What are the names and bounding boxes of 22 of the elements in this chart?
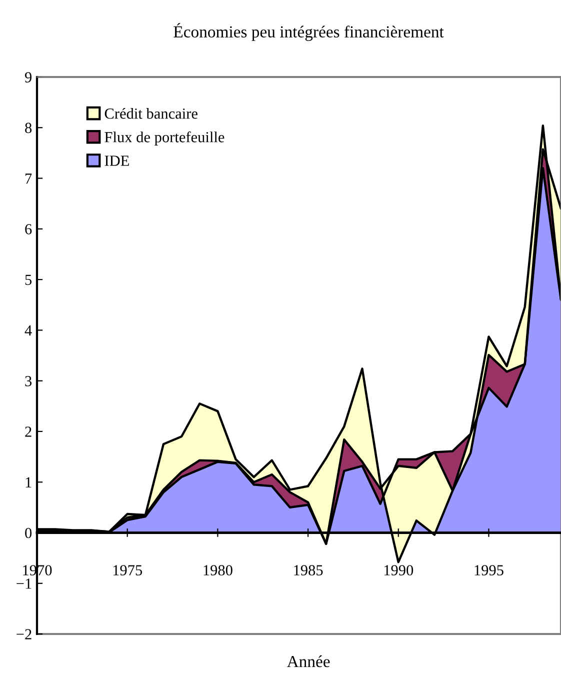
x-tick-label: 1980 — [204, 565, 232, 576]
y-tick-label: 5 — [25, 274, 32, 285]
y-tick-label: 3 — [25, 376, 32, 386]
y-tick-label: 7 — [26, 174, 32, 184]
x-tick-label: 1985 — [294, 565, 323, 576]
y-tick-label: 9 — [24, 72, 32, 82]
x-tick-label: 1975 — [113, 565, 142, 576]
y-tick-label: 6 — [25, 224, 32, 234]
chart-title: Économies peu intégrées financièrement — [174, 23, 444, 41]
legend-label: IDE — [104, 156, 129, 166]
y-tick-label: 2 — [25, 426, 32, 437]
legend-label: Crédit bancaire — [104, 108, 198, 119]
y-tick-label: 4 — [24, 325, 32, 336]
y-tick-label: 0 — [25, 528, 32, 538]
x-axis-title: Année — [286, 655, 330, 668]
legend-label: Flux de portefeuille — [104, 131, 224, 146]
x-tick-label: 1995 — [474, 565, 504, 576]
x-tick-label: 1990 — [384, 565, 414, 576]
y-tick-label: −1 — [16, 578, 32, 589]
y-tick-label: 1 — [26, 477, 32, 488]
y-tick-label: 8 — [25, 122, 32, 134]
y-tick-label: −2 — [16, 629, 32, 640]
